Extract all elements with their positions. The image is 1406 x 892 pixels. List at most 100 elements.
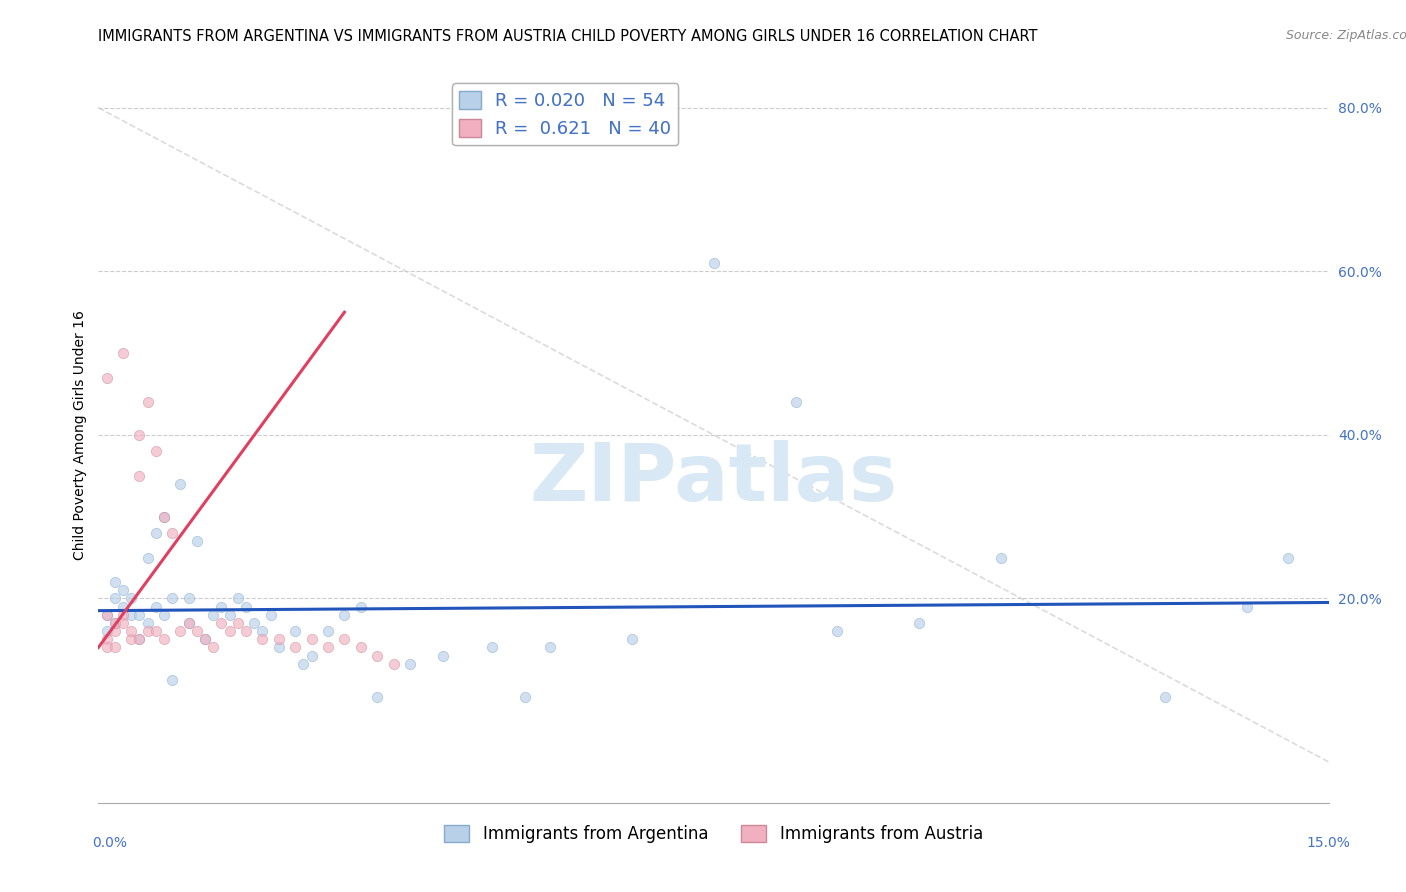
Point	[136, 550, 159, 565]
Point	[252, 624, 274, 639]
Point	[96, 640, 118, 655]
Point	[169, 624, 191, 639]
Point	[112, 583, 135, 598]
Point	[292, 657, 315, 671]
Point	[333, 632, 356, 647]
Point	[145, 624, 167, 639]
Point	[120, 607, 142, 622]
Point	[202, 607, 225, 622]
Point	[104, 591, 127, 606]
Point	[162, 591, 183, 606]
Point	[186, 624, 208, 639]
Point	[218, 624, 240, 639]
Point	[211, 615, 233, 630]
Text: 0.0%: 0.0%	[93, 836, 127, 850]
Point	[96, 607, 118, 622]
Point	[177, 591, 200, 606]
Point	[104, 574, 127, 589]
Point	[538, 640, 561, 655]
Point	[194, 632, 217, 647]
Point	[153, 632, 176, 647]
Text: 15.0%: 15.0%	[1306, 836, 1351, 850]
Point	[1153, 690, 1175, 704]
Point	[153, 607, 176, 622]
Point	[169, 476, 191, 491]
Point	[284, 640, 307, 655]
Y-axis label: Child Poverty Among Girls Under 16: Child Poverty Among Girls Under 16	[73, 310, 87, 560]
Point	[153, 509, 176, 524]
Point	[316, 624, 339, 639]
Point	[432, 648, 454, 663]
Point	[301, 648, 323, 663]
Point	[136, 395, 159, 409]
Point	[153, 509, 176, 524]
Point	[620, 632, 643, 647]
Point	[177, 615, 200, 630]
Point	[316, 640, 339, 655]
Point	[825, 624, 848, 639]
Point	[96, 370, 118, 384]
Point	[145, 444, 167, 458]
Point	[399, 657, 422, 671]
Point	[252, 632, 274, 647]
Point	[194, 632, 217, 647]
Point	[211, 599, 233, 614]
Point	[235, 624, 257, 639]
Point	[96, 632, 118, 647]
Point	[366, 648, 388, 663]
Point	[104, 615, 127, 630]
Legend: R = 0.020   N = 54, R =  0.621   N = 40: R = 0.020 N = 54, R = 0.621 N = 40	[451, 83, 679, 145]
Point	[785, 395, 807, 409]
Point	[1277, 550, 1299, 565]
Point	[513, 690, 536, 704]
Point	[333, 607, 356, 622]
Point	[267, 640, 290, 655]
Point	[104, 615, 127, 630]
Point	[226, 615, 249, 630]
Point	[350, 640, 373, 655]
Point	[128, 632, 150, 647]
Point	[145, 599, 167, 614]
Point	[202, 640, 225, 655]
Point	[177, 615, 200, 630]
Point	[104, 624, 127, 639]
Point	[112, 615, 135, 630]
Point	[907, 615, 929, 630]
Point	[162, 673, 183, 687]
Point	[990, 550, 1012, 565]
Point	[284, 624, 307, 639]
Point	[382, 657, 405, 671]
Point	[104, 640, 127, 655]
Point	[136, 615, 159, 630]
Point	[128, 468, 150, 483]
Text: IMMIGRANTS FROM ARGENTINA VS IMMIGRANTS FROM AUSTRIA CHILD POVERTY AMONG GIRLS U: IMMIGRANTS FROM ARGENTINA VS IMMIGRANTS …	[98, 29, 1038, 44]
Text: ZIPatlas: ZIPatlas	[530, 440, 897, 518]
Point	[128, 607, 150, 622]
Point	[366, 690, 388, 704]
Point	[136, 624, 159, 639]
Point	[112, 346, 135, 360]
Point	[186, 534, 208, 549]
Point	[226, 591, 249, 606]
Point	[267, 632, 290, 647]
Point	[128, 632, 150, 647]
Point	[120, 632, 142, 647]
Point	[235, 599, 257, 614]
Point	[350, 599, 373, 614]
Point	[703, 256, 725, 270]
Point	[96, 624, 118, 639]
Point	[218, 607, 240, 622]
Text: Source: ZipAtlas.com: Source: ZipAtlas.com	[1286, 29, 1406, 42]
Point	[96, 607, 118, 622]
Point	[145, 526, 167, 541]
Point	[1236, 599, 1258, 614]
Point	[112, 607, 135, 622]
Point	[120, 591, 142, 606]
Point	[162, 526, 183, 541]
Point	[120, 624, 142, 639]
Point	[301, 632, 323, 647]
Point	[481, 640, 503, 655]
Point	[112, 599, 135, 614]
Point	[243, 615, 266, 630]
Point	[128, 427, 150, 442]
